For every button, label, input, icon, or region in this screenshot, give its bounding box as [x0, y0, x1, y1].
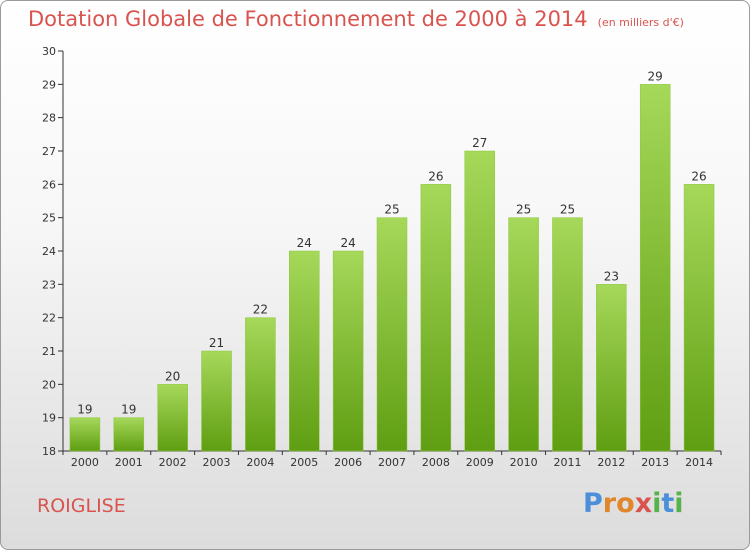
y-axis: 18 19 20 21 22 23 24 25 26 27 28 29 30 — [42, 45, 64, 458]
y-tick-label: 18 — [42, 445, 56, 458]
bar — [420, 184, 452, 452]
data-label: 26 — [428, 169, 443, 183]
bars — [69, 84, 715, 452]
x-tick-label: 2013 — [641, 456, 669, 469]
data-label: 26 — [691, 169, 706, 183]
x-tick-label: 2003 — [203, 456, 231, 469]
data-labels: 19 19 20 21 22 24 24 25 26 27 25 25 23 29 26 — [77, 69, 706, 416]
chart-title: Dotation Globale de Fonctionnement de 20… — [28, 7, 684, 31]
data-label: 23 — [604, 269, 619, 283]
y-tick-label: 19 — [42, 412, 56, 425]
data-label: 25 — [560, 203, 575, 217]
bar — [69, 417, 101, 452]
x-tick-label: 2011 — [553, 456, 581, 469]
bar — [157, 384, 188, 452]
data-label: 22 — [253, 303, 268, 317]
brand-letter: t — [661, 488, 675, 519]
y-tick-label: 27 — [42, 145, 56, 158]
x-tick-label: 2005 — [290, 456, 318, 469]
y-tick-label: 21 — [42, 345, 56, 358]
data-label: 19 — [121, 403, 136, 417]
brand-letter: r — [602, 488, 617, 519]
brand-letter: i — [674, 488, 684, 519]
x-tick-label: 2014 — [685, 456, 713, 469]
x-axis: 2000 2001 2002 2003 2004 2005 2006 2007 2008 2009… — [62, 450, 722, 469]
bar — [113, 417, 145, 452]
bar — [683, 184, 715, 452]
bar — [245, 317, 276, 452]
bar — [289, 250, 320, 452]
data-label: 27 — [472, 136, 487, 150]
y-tick-label: 24 — [42, 245, 56, 258]
y-tick-label: 25 — [42, 212, 56, 225]
x-tick-label: 2009 — [466, 456, 494, 469]
proxiti-logo: Proxiti — [583, 488, 684, 519]
y-tick-label: 22 — [42, 312, 56, 325]
data-label: 20 — [165, 369, 180, 383]
bar — [508, 217, 539, 452]
chart-unit: (en milliers d'€) — [597, 16, 684, 29]
bar — [552, 217, 583, 452]
bar — [201, 350, 232, 452]
data-label: 29 — [648, 69, 663, 83]
bar — [464, 150, 495, 452]
data-label: 24 — [297, 236, 312, 250]
y-tick-label: 29 — [42, 78, 56, 91]
y-tick-label: 20 — [42, 378, 56, 391]
x-tick-label: 2006 — [334, 456, 362, 469]
x-tick-label: 2000 — [71, 456, 99, 469]
bar — [332, 250, 364, 452]
data-label: 25 — [384, 203, 399, 217]
x-tick-label: 2007 — [378, 456, 406, 469]
commune-name: ROIGLISE — [37, 495, 126, 517]
brand-letter: o — [616, 488, 635, 519]
bar — [596, 284, 627, 452]
x-tick-label: 2010 — [510, 456, 538, 469]
x-tick-label: 2001 — [115, 456, 143, 469]
brand-letter: i — [652, 488, 662, 519]
brand-letter: x — [634, 488, 653, 519]
data-label: 19 — [77, 403, 92, 417]
y-tick-label: 26 — [42, 178, 56, 191]
data-label: 24 — [340, 236, 355, 250]
brand-letter: P — [583, 488, 603, 519]
chart-title-text: Dotation Globale de Fonctionnement de 20… — [28, 7, 588, 31]
x-tick-label: 2012 — [597, 456, 625, 469]
data-label: 25 — [516, 203, 531, 217]
x-tick-label: 2002 — [159, 456, 187, 469]
x-tick-label: 2004 — [246, 456, 274, 469]
y-tick-label: 23 — [42, 278, 56, 291]
bar — [376, 217, 408, 452]
data-label: 21 — [209, 336, 224, 350]
x-tick-label: 2008 — [422, 456, 450, 469]
y-tick-label: 30 — [42, 45, 56, 58]
y-tick-label: 28 — [42, 112, 56, 125]
bar — [639, 84, 671, 452]
